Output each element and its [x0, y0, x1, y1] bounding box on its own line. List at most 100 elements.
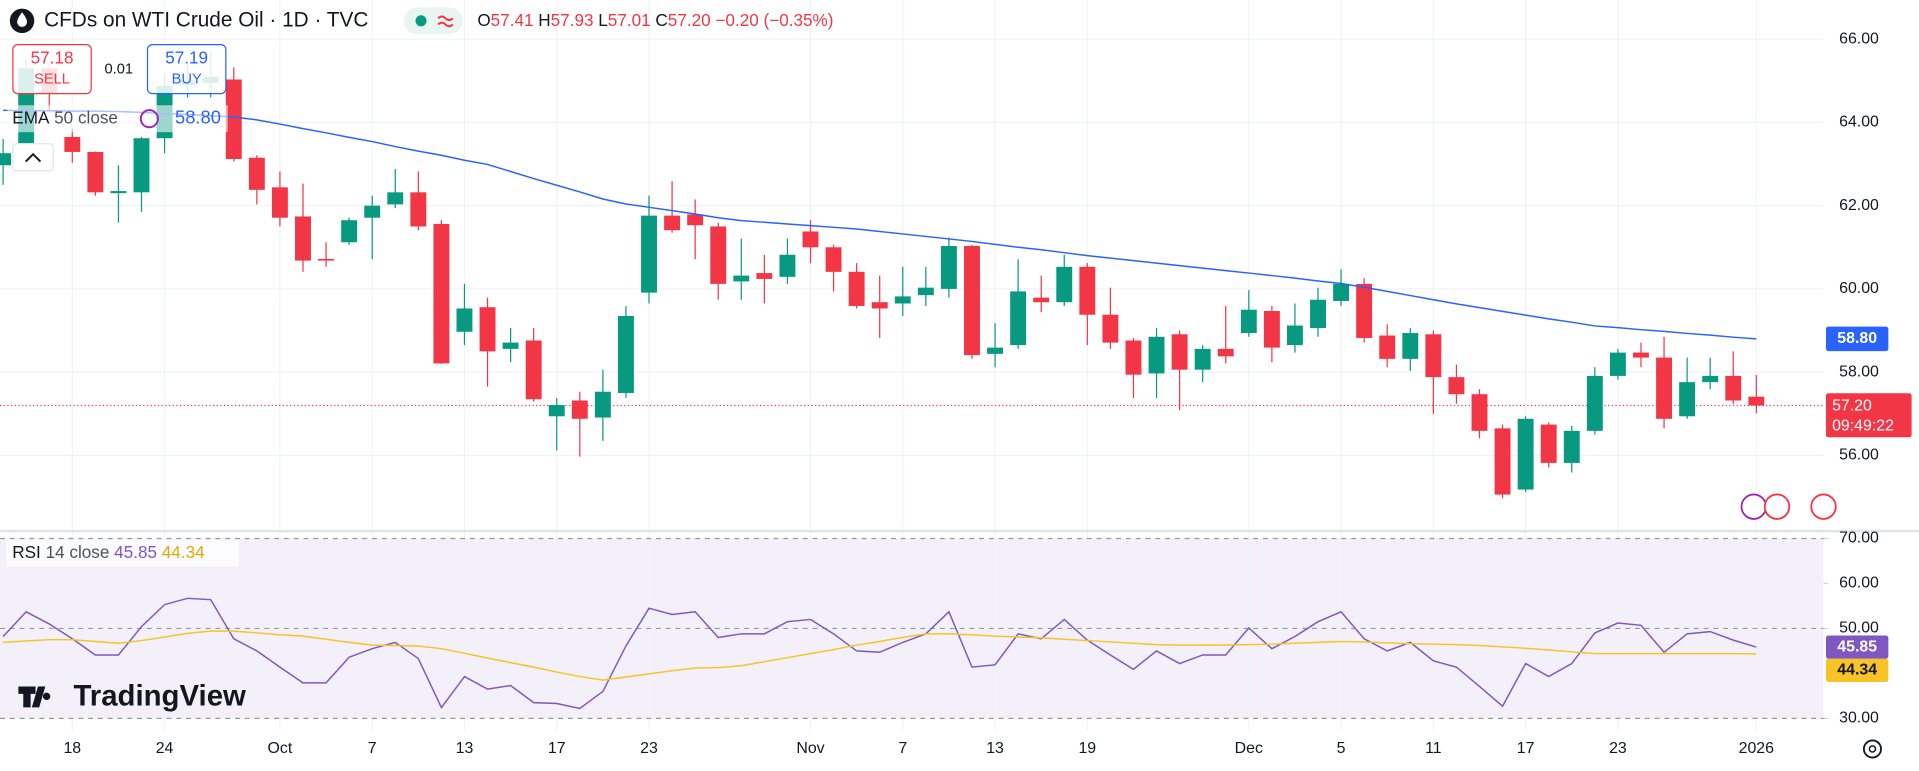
candle-body: [1148, 336, 1165, 374]
candle-body: [871, 302, 888, 309]
candle-body: [64, 136, 81, 152]
event-icon[interactable]: [1763, 493, 1791, 520]
symbol-icon-drop: [17, 12, 27, 27]
candle-body: [502, 342, 519, 349]
spread: 0.01: [104, 62, 133, 78]
rsi-value-label: 44.34: [1837, 662, 1877, 679]
candle-body: [848, 271, 865, 306]
sell-button[interactable]: [12, 44, 92, 95]
candle-body: [641, 215, 657, 293]
candle-body: [571, 400, 588, 419]
candle-body: [1609, 352, 1626, 376]
buy-button[interactable]: [146, 44, 227, 95]
candle-body: [1194, 348, 1211, 370]
candle-body: [1033, 297, 1050, 303]
candle-body: [87, 151, 104, 193]
candle-body: [1494, 428, 1511, 495]
candle-body: [1586, 375, 1603, 431]
x-tick-label: Nov: [796, 740, 824, 757]
candle-body: [110, 191, 127, 194]
sell-price: 57.18: [31, 47, 74, 67]
y-tick-label: 50.00: [1839, 620, 1879, 637]
y-tick-label: 60.00: [1839, 280, 1879, 297]
candle-body: [1748, 396, 1765, 406]
y-tick-label: 60.00: [1839, 575, 1879, 592]
candle-body: [1263, 310, 1280, 348]
candle-body: [940, 246, 957, 289]
x-tick-label: 2026: [1739, 740, 1775, 757]
candle-body: [710, 226, 727, 284]
candle-body: [364, 205, 381, 218]
candle-body: [1517, 418, 1534, 490]
sell-label: SELL: [34, 71, 70, 87]
candle-body: [1356, 283, 1373, 339]
candle-body: [1102, 314, 1119, 343]
y-tick-label: 56.00: [1839, 447, 1879, 464]
logo-icon: [18, 686, 51, 708]
candle-body: [248, 157, 265, 190]
candle-body: [1563, 430, 1580, 463]
candle-body: [295, 216, 311, 261]
candle-body: [1540, 424, 1557, 463]
candle-body: [687, 214, 704, 226]
rsi-value-label: 45.85: [1837, 638, 1877, 655]
x-tick-label: 7: [368, 740, 377, 757]
y-tick-label: 62.00: [1839, 197, 1879, 214]
ohlc-value: 57.01: [608, 9, 651, 29]
indicator-legend: EMA 50 close: [12, 107, 118, 127]
candle-body: [1471, 394, 1488, 431]
candle-body: [1725, 375, 1742, 401]
sync-icon[interactable]: [139, 109, 159, 129]
candle-body: [1010, 291, 1027, 346]
candle-body: [917, 287, 934, 296]
x-tick-label: Dec: [1235, 740, 1263, 757]
x-tick-label: 18: [63, 740, 81, 757]
candle-body: [479, 307, 496, 352]
event-icon[interactable]: [1740, 493, 1767, 520]
rsi-legend-bg: [6, 539, 239, 567]
candle-body: [1656, 357, 1673, 419]
candle-body: [594, 391, 611, 418]
candle-body: [225, 79, 242, 160]
candle-body: [341, 220, 358, 243]
indicator-legend-bg: [7, 105, 228, 133]
rsi-value-badge: [1825, 635, 1889, 659]
rsi-legend: RSI 14 close 45.85 44.34: [12, 542, 205, 562]
candle-body: [1379, 335, 1396, 359]
candle-body: [433, 223, 450, 364]
candle-body: [1402, 333, 1419, 359]
candle-body: [894, 296, 911, 304]
settings-icon[interactable]: [1862, 739, 1882, 759]
axis-overlay: 18 24 Oct 7 13 17 23 Nov 7 13 19 Dec 5 11 17 23 2026 56.0…: [63, 30, 1912, 757]
candle-body: [1679, 382, 1696, 417]
candle-body: [802, 231, 819, 248]
x-tick-label: 17: [1517, 740, 1535, 757]
x-tick-label: 17: [548, 740, 566, 757]
candle-body: [987, 347, 1004, 354]
x-tick-label: 24: [156, 740, 174, 757]
collapse-button[interactable]: [12, 143, 54, 172]
ema-price-badge: [1825, 326, 1889, 352]
x-tick-label: 13: [986, 740, 1004, 757]
x-tick-label: 23: [640, 740, 658, 757]
candle-body: [1286, 325, 1303, 346]
market-open-dot: [415, 15, 427, 27]
candle-body: [1056, 266, 1073, 303]
candle-body: [456, 308, 473, 332]
event-icon[interactable]: [1810, 493, 1837, 520]
candle-body: [1633, 352, 1649, 358]
candle-body: [1310, 299, 1326, 329]
indicator-name: RSI: [12, 542, 41, 562]
collapse-icon: [25, 152, 42, 163]
last-price-badge: [1825, 393, 1912, 438]
status-pill[interactable]: [403, 7, 463, 35]
candle-body: [271, 187, 288, 218]
plot-area: [0, 0, 1919, 731]
x-tick-label: 5: [1337, 740, 1346, 757]
candle-body: [617, 315, 634, 393]
ohlc-value: 57.20: [668, 9, 711, 29]
candle-body: [0, 153, 12, 166]
candle-body: [387, 192, 404, 205]
candle-body: [1079, 266, 1096, 315]
